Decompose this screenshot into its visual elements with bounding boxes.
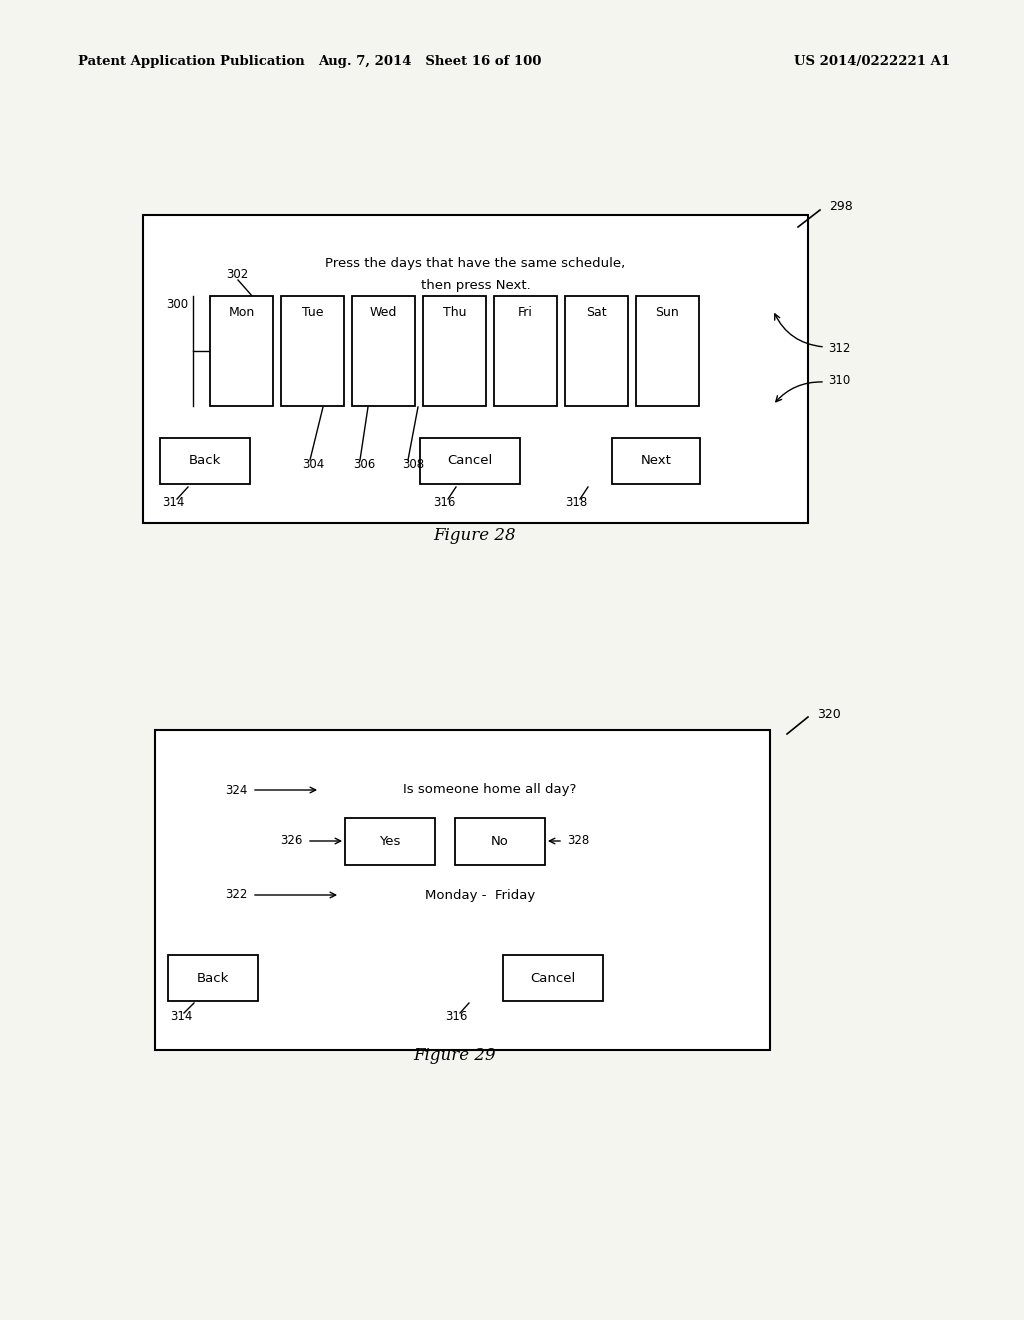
Text: Figure 29: Figure 29 (414, 1047, 497, 1064)
Text: 300: 300 (166, 298, 188, 312)
Bar (612, 438, 700, 484)
Text: Figure 28: Figure 28 (434, 527, 516, 544)
Text: Next: Next (641, 454, 672, 467)
Text: then press Next.: then press Next. (421, 279, 530, 292)
Text: 304: 304 (302, 458, 325, 471)
Text: Wed: Wed (370, 305, 397, 318)
Bar (210, 296, 273, 407)
Bar (423, 296, 486, 407)
Text: 310: 310 (828, 374, 850, 387)
Text: 306: 306 (353, 458, 375, 471)
Text: 316: 316 (433, 495, 456, 508)
Text: 314: 314 (162, 495, 184, 508)
Text: Monday -  Friday: Monday - Friday (425, 888, 536, 902)
Text: Cancel: Cancel (530, 972, 575, 985)
Text: 302: 302 (226, 268, 248, 281)
Bar (345, 818, 435, 865)
Text: 322: 322 (225, 888, 248, 902)
Text: Thu: Thu (442, 305, 466, 318)
Bar (565, 296, 628, 407)
Text: 314: 314 (170, 1011, 193, 1023)
Text: Aug. 7, 2014   Sheet 16 of 100: Aug. 7, 2014 Sheet 16 of 100 (318, 55, 542, 69)
Bar (494, 296, 557, 407)
Text: No: No (492, 836, 509, 847)
Text: US 2014/0222221 A1: US 2014/0222221 A1 (794, 55, 950, 69)
Text: Yes: Yes (379, 836, 400, 847)
Text: 298: 298 (829, 201, 853, 214)
Bar (160, 438, 250, 484)
Text: Back: Back (188, 454, 221, 467)
Text: 312: 312 (828, 342, 850, 355)
Text: 320: 320 (817, 708, 841, 721)
Bar (420, 438, 520, 484)
Text: 328: 328 (567, 834, 589, 847)
Text: Back: Back (197, 972, 229, 985)
Bar (455, 818, 545, 865)
Bar (168, 954, 258, 1001)
Bar (352, 296, 415, 407)
Text: 316: 316 (445, 1011, 467, 1023)
Text: Sun: Sun (655, 305, 679, 318)
Text: Fri: Fri (518, 305, 532, 318)
Text: Tue: Tue (302, 305, 324, 318)
Text: Press the days that have the same schedule,: Press the days that have the same schedu… (326, 256, 626, 269)
Text: 324: 324 (225, 784, 248, 796)
Bar (636, 296, 699, 407)
Text: Sat: Sat (586, 305, 607, 318)
Bar (281, 296, 344, 407)
Text: Mon: Mon (228, 305, 255, 318)
Text: Patent Application Publication: Patent Application Publication (78, 55, 305, 69)
Bar (143, 215, 808, 523)
Text: 326: 326 (281, 834, 303, 847)
Bar (155, 730, 770, 1049)
Text: 308: 308 (402, 458, 424, 471)
Text: 318: 318 (565, 495, 587, 508)
Text: Cancel: Cancel (447, 454, 493, 467)
Bar (503, 954, 603, 1001)
Text: Is someone home all day?: Is someone home all day? (403, 784, 577, 796)
